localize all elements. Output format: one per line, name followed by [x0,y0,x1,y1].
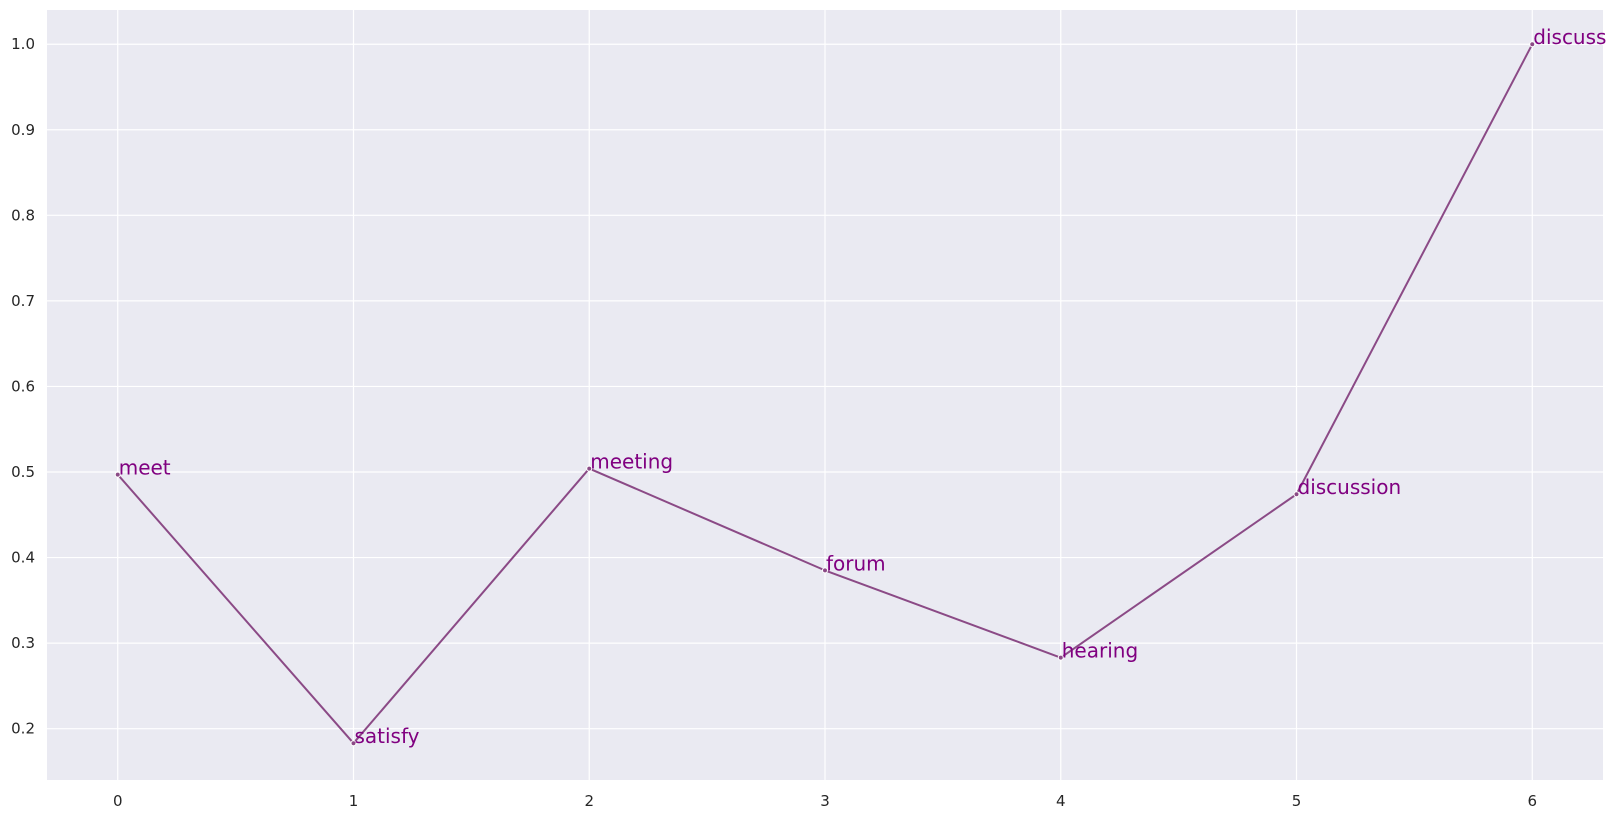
point-label: meeting [590,450,673,474]
x-tick-label: 4 [1056,792,1066,810]
x-tick-label: 5 [1292,792,1302,810]
y-tick-label: 0.4 [11,549,35,567]
x-grid-lines [117,10,1533,780]
point-label: satisfy [354,724,419,748]
y-tick-label: 0.6 [11,377,35,395]
x-tick-label: 6 [1527,792,1537,810]
x-tick-label: 1 [349,792,359,810]
y-tick-label: 0.9 [11,121,35,139]
point-label: discuss [1533,25,1606,49]
point-label: discussion [1298,475,1402,499]
data-point [822,567,828,574]
y-tick-label: 0.7 [11,292,35,310]
point-label: meet [119,456,171,480]
point-markers [114,41,1536,747]
data-point [114,471,121,478]
x-tick-label: 2 [584,792,594,810]
point-label: hearing [1062,639,1138,663]
point-label: forum [826,551,886,575]
y-grid-lines [47,43,1603,730]
x-tick-labels: 0 1 2 3 4 5 6 [113,792,1537,810]
y-tick-label: 1.0 [11,35,35,53]
x-tick-label: 3 [820,792,830,810]
data-point [350,740,357,747]
data-point [586,465,593,472]
y-tick-label: 0.5 [11,463,35,481]
data-point [1529,41,1536,48]
y-tick-label: 0.2 [11,720,35,738]
point-labels: meet satisfy meeting forum hearing discussion… [119,25,1607,748]
y-tick-label: 0.3 [11,634,35,652]
x-tick-label: 0 [113,792,123,810]
data-point [1293,491,1300,498]
y-tick-label: 0.8 [11,206,35,224]
y-tick-labels: 0.2 0.3 0.4 0.5 0.6 0.7 0.8 0.9 1.0 [11,35,35,737]
data-point [1057,654,1064,661]
